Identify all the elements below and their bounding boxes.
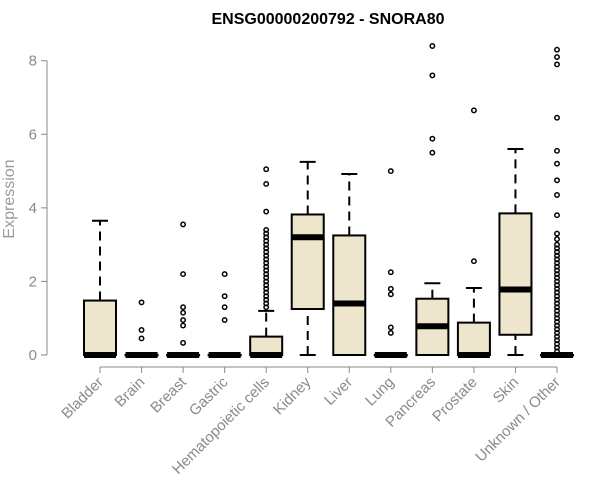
outlier-point	[554, 212, 560, 219]
outlier-point	[554, 61, 560, 68]
outlier-point	[180, 317, 187, 324]
outlier-point	[387, 269, 394, 276]
outlier-point	[554, 147, 560, 154]
outlier-point	[554, 241, 560, 248]
box-iqr	[498, 212, 533, 336]
y-tick-label: 8	[29, 53, 37, 70]
x-tick-label: Kidney	[270, 373, 315, 418]
outlier-point	[554, 114, 560, 121]
outlier-point	[554, 230, 560, 237]
x-tick-label: Prostate	[429, 374, 481, 426]
outlier-point	[554, 236, 560, 243]
box-pancreas	[415, 43, 450, 357]
outlier-point	[221, 317, 228, 324]
y-tick-label: 0	[29, 347, 37, 364]
x-tick-label: Liver	[321, 374, 356, 409]
y-tick-label: 4	[29, 200, 37, 217]
outlier-point	[138, 299, 145, 306]
outlier-point	[470, 107, 477, 114]
x-tick-label: Skin	[490, 374, 523, 407]
outlier-point	[554, 192, 560, 198]
outlier-point	[470, 258, 477, 265]
outlier-point	[221, 293, 228, 300]
outlier-point	[138, 327, 145, 333]
outlier-point	[138, 335, 145, 342]
outlier-point	[221, 271, 228, 278]
outlier-point	[387, 329, 394, 336]
outlier-point	[387, 285, 394, 292]
box-liver	[332, 173, 367, 356]
outlier-point	[180, 271, 187, 278]
outlier-point	[180, 322, 187, 329]
outlier-point	[429, 72, 436, 79]
outlier-point	[554, 46, 560, 53]
outlier-point	[180, 221, 187, 228]
box-gastric	[207, 271, 242, 358]
x-tick-label: Breast	[147, 373, 190, 416]
x-tick-label: Bladder	[58, 374, 107, 423]
box-iqr	[332, 234, 367, 356]
y-axis-label: Expression	[1, 159, 18, 238]
box-bladder	[83, 219, 117, 358]
outlier-point	[429, 135, 436, 142]
box-brain	[124, 299, 159, 358]
box-kidney	[290, 160, 325, 356]
y-tick-label: 2	[29, 273, 37, 290]
box-skin	[498, 148, 533, 356]
box-unknown-other	[540, 46, 574, 358]
box-breast	[166, 221, 201, 358]
outlier-point	[554, 160, 560, 167]
box-iqr	[83, 299, 117, 356]
box-iqr	[456, 321, 491, 356]
outlier-point	[180, 304, 187, 311]
y-tick-label: 6	[29, 126, 37, 143]
outlier-point	[263, 166, 270, 173]
outlier-point	[180, 339, 187, 346]
outlier-point	[554, 177, 560, 184]
box-prostate	[456, 107, 491, 358]
outlier-point	[221, 304, 228, 311]
x-tick-label: Brain	[112, 374, 149, 411]
outlier-point	[429, 149, 436, 156]
outlier-point	[387, 324, 394, 331]
chart-title: ENSG00000200792 - SNORA80	[211, 11, 444, 28]
outlier-point	[263, 226, 270, 233]
x-tick-label: Lung	[362, 374, 398, 410]
outlier-point	[263, 208, 270, 215]
outlier-point	[387, 168, 394, 175]
boxes-group	[83, 43, 574, 358]
box-iqr	[290, 213, 325, 311]
outlier-point	[429, 43, 436, 49]
y-axis: 0 2 4 6 8	[29, 53, 48, 364]
outlier-point	[180, 309, 187, 316]
outlier-point	[263, 180, 270, 187]
box-lung	[373, 168, 408, 358]
outlier-point	[554, 54, 560, 60]
box-hematopoietic-cells	[249, 166, 284, 358]
outlier-point	[387, 291, 394, 298]
